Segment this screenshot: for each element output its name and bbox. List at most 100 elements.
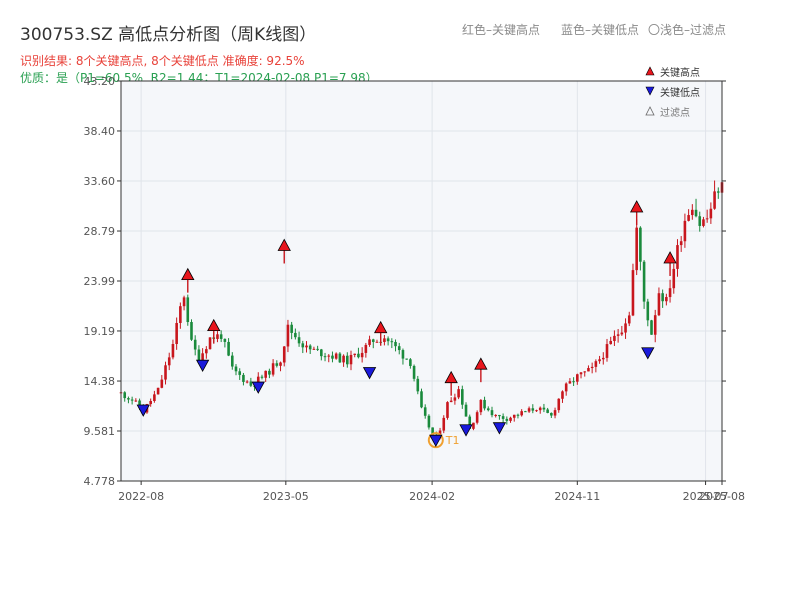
candle-body <box>449 400 453 403</box>
candle-body <box>657 293 661 316</box>
candle-body <box>524 411 527 413</box>
candle-body <box>375 341 379 343</box>
candle-body <box>360 352 364 358</box>
candle-body <box>668 288 672 298</box>
candle-body <box>346 355 349 365</box>
candle-body <box>598 359 601 362</box>
candle-body <box>486 408 490 411</box>
candle-body <box>416 378 420 392</box>
candle-body <box>587 368 590 372</box>
candle-body <box>327 355 331 357</box>
y-tick-label: 38.40 <box>84 125 116 138</box>
candle-body <box>282 346 286 363</box>
candle-body <box>286 324 290 347</box>
candle-body <box>223 338 227 342</box>
candle-body <box>431 427 434 435</box>
candle-body <box>505 418 509 421</box>
candle-body <box>564 383 568 392</box>
candle-body <box>568 381 572 384</box>
y-tick-label: 28.79 <box>84 225 116 238</box>
top-legend-light: 〇浅色–过滤点 <box>648 23 727 37</box>
candle-body <box>420 391 423 408</box>
candle-body <box>308 345 312 350</box>
candle-body <box>230 355 234 367</box>
candle-body <box>256 376 260 386</box>
candle-body <box>653 315 657 335</box>
candle-body <box>179 306 182 323</box>
candle-body <box>383 338 386 342</box>
candle-body <box>334 353 338 359</box>
t1-label: T1 <box>445 434 460 447</box>
candle-body <box>205 349 208 354</box>
y-tick-label: 9.581 <box>84 425 116 438</box>
x-tick-label: 2025-08 <box>699 490 745 503</box>
candle-body <box>197 349 201 363</box>
y-tick-label: 43.20 <box>84 75 116 88</box>
y-tick-label: 14.38 <box>84 375 116 388</box>
candle-body <box>357 353 360 358</box>
key-high-marker-icon <box>474 357 488 370</box>
y-tick-label: 19.19 <box>84 325 116 338</box>
candle-body <box>561 391 564 399</box>
candle-body <box>605 344 609 358</box>
candle-body <box>260 376 264 378</box>
key-low-marker-icon <box>136 404 150 417</box>
candle-body <box>245 381 249 383</box>
y-axis: 4.778 9.581 14.38 19.19 23.99 28.79 33.60 38.40… <box>84 75 726 488</box>
candle-body <box>446 402 449 418</box>
recognition-summary: 识别结果: 8个关键高点, 8个关键低点 准确度: 92.5% <box>20 54 305 68</box>
candle-body <box>635 227 638 271</box>
candle-body <box>679 241 683 246</box>
candle-body <box>268 370 271 375</box>
candle-body <box>665 297 668 302</box>
key-high-marker-icon <box>181 267 195 281</box>
candle-body <box>297 337 301 344</box>
candle-body <box>316 348 319 350</box>
candles <box>119 180 724 442</box>
key-high-marker-icon <box>277 238 291 251</box>
candle-body <box>423 407 427 416</box>
candle-body <box>242 374 245 382</box>
candle-body <box>512 414 516 418</box>
candle-body <box>338 353 342 363</box>
candle-body <box>301 343 305 348</box>
key-low-marker-icon <box>362 367 377 380</box>
candle-body <box>249 381 253 386</box>
candle-body <box>576 374 579 382</box>
candle-body <box>123 392 127 399</box>
candle-body <box>138 400 141 408</box>
candle-body <box>331 355 334 359</box>
candle-body <box>312 348 316 350</box>
x-tick-label: 2022-08 <box>118 490 164 503</box>
candle-body <box>457 389 460 398</box>
candle-body <box>642 261 646 302</box>
candle-body <box>193 339 197 350</box>
candle-body <box>672 268 676 289</box>
filtered-point-legend-icon <box>645 106 655 116</box>
candle-body <box>275 363 279 366</box>
candle-body <box>190 322 193 340</box>
candle-body <box>553 410 557 416</box>
x-axis: 2022-08 2023-05 2024-02 2024-11 2025-072025-… <box>118 481 745 503</box>
x-tick-label: 2024-11 <box>554 490 600 503</box>
t1-ring <box>427 432 444 449</box>
candle-body <box>394 341 397 347</box>
candle-body <box>353 353 357 355</box>
candle-body <box>349 354 353 365</box>
candle-body <box>427 415 431 428</box>
candle-body <box>234 366 238 372</box>
candle-body <box>639 227 642 262</box>
candle-body <box>320 349 323 357</box>
y-tick-label: 23.99 <box>84 275 116 288</box>
candle-body <box>461 389 464 405</box>
candle-body <box>279 362 282 366</box>
key-low-marker-icon <box>492 422 507 435</box>
candle-body <box>368 339 371 345</box>
candle-body <box>531 408 535 411</box>
candle-body <box>468 416 472 429</box>
candle-body <box>590 366 594 369</box>
candle-body <box>156 387 160 395</box>
candle-body <box>601 357 605 360</box>
candle-body <box>472 422 475 429</box>
